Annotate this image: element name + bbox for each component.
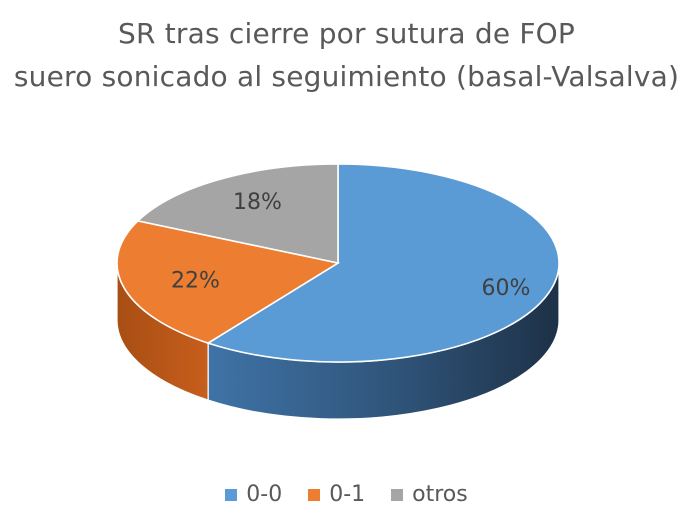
data-label-0-1: 22%: [171, 269, 220, 294]
pie-group: 60% 22% 18%: [116, 163, 560, 420]
pie-slice-0-0: [206, 163, 560, 363]
legend-label-otros: otros: [412, 482, 468, 507]
legend-item-0-0: 0-0: [225, 480, 282, 510]
data-label-otros: 18%: [233, 190, 282, 215]
data-label-0-0: 60%: [481, 276, 530, 301]
legend-label-0-1: 0-1: [329, 482, 366, 507]
legend-swatch-0-1: [308, 489, 321, 501]
legend-swatch-otros: [391, 489, 404, 501]
legend-label-0-0: 0-0: [246, 482, 283, 507]
legend-item-otros: otros: [391, 480, 468, 510]
legend: 0-0 0-1 otros: [0, 480, 693, 510]
legend-swatch-0-0: [225, 489, 238, 501]
chart-title-line-1: SR tras cierre por sutura de FOP: [118, 17, 575, 50]
legend-item-0-1: 0-1: [308, 480, 365, 510]
chart-title-line-2: suero sonicado al seguimiento (basal-Val…: [13, 60, 680, 93]
pie-slice-otros: [136, 163, 339, 264]
